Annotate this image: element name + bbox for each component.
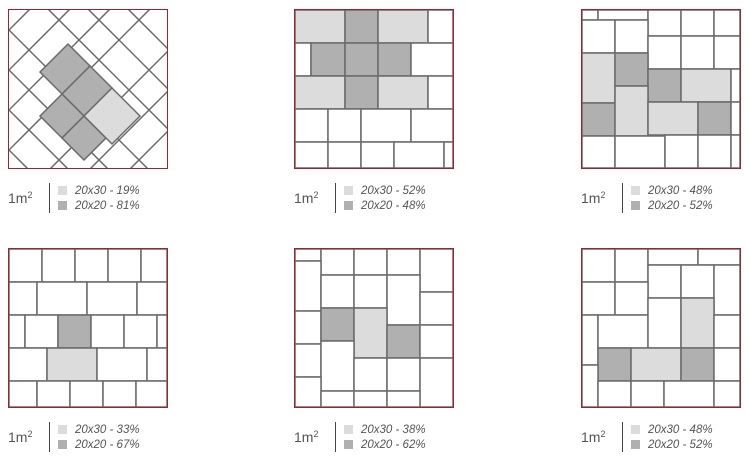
area-label: 1m2 bbox=[294, 190, 319, 206]
dark-swatch-icon bbox=[58, 440, 67, 449]
light-swatch-icon bbox=[58, 186, 67, 195]
legend: 20x30 - 48% 20x20 - 52% bbox=[631, 422, 713, 452]
legend-item-20x20: 20x20 - 52% bbox=[631, 437, 713, 452]
legend-item-20x30: 20x30 - 48% bbox=[631, 183, 713, 198]
pattern-card-3: 1m2 20x30 - 48% 20x20 - 52% bbox=[581, 9, 741, 213]
light-swatch-icon bbox=[58, 425, 67, 434]
pattern-tile-1 bbox=[8, 9, 168, 169]
legend: 20x30 - 38% 20x20 - 62% bbox=[344, 422, 426, 452]
pattern-tile-4 bbox=[8, 248, 168, 408]
legend-item-20x30: 20x30 - 48% bbox=[631, 422, 713, 437]
pattern-caption-1: 1m2 20x30 - 19% 20x20 - 81% bbox=[8, 181, 208, 215]
pattern-tile-5 bbox=[294, 248, 454, 408]
legend-item-20x20: 20x20 - 52% bbox=[631, 198, 713, 213]
basket-pattern-drawing bbox=[295, 249, 453, 407]
caption-divider bbox=[622, 183, 623, 213]
caption-divider bbox=[335, 422, 336, 452]
legend-item-20x30: 20x30 - 52% bbox=[344, 183, 426, 198]
pattern-caption-4: 1m2 20x30 - 33% 20x20 - 67% bbox=[8, 420, 208, 454]
pattern-card-2: 1m2 20x30 - 52% 20x20 - 48% bbox=[294, 9, 454, 213]
area-label: 1m2 bbox=[294, 429, 319, 445]
legend-item-20x20: 20x20 - 48% bbox=[344, 198, 426, 213]
grid-pattern-drawing bbox=[295, 10, 453, 168]
dark-swatch-icon bbox=[344, 201, 353, 210]
legend-item-20x30: 20x30 - 19% bbox=[58, 183, 140, 198]
dark-swatch-icon bbox=[631, 201, 640, 210]
area-label: 1m2 bbox=[581, 190, 606, 206]
legend: 20x30 - 52% 20x20 - 48% bbox=[344, 183, 426, 213]
legend: 20x30 - 48% 20x20 - 52% bbox=[631, 183, 713, 213]
legend-item-20x20: 20x20 - 62% bbox=[344, 437, 426, 452]
caption-divider bbox=[49, 422, 50, 452]
running-bond-pattern-drawing bbox=[9, 249, 167, 407]
pattern-caption-5: 1m2 20x30 - 38% 20x20 - 62% bbox=[294, 420, 494, 454]
light-swatch-icon bbox=[344, 186, 353, 195]
mixed-pattern-drawing bbox=[582, 10, 740, 168]
pattern-caption-2: 1m2 20x30 - 52% 20x20 - 48% bbox=[294, 181, 494, 215]
area-label: 1m2 bbox=[8, 429, 33, 445]
pattern-tile-3 bbox=[581, 9, 741, 169]
pattern-tile-2 bbox=[294, 9, 454, 169]
legend-item-20x30: 20x30 - 38% bbox=[344, 422, 426, 437]
caption-divider bbox=[622, 422, 623, 452]
light-swatch-icon bbox=[631, 186, 640, 195]
pattern-card-5: 1m2 20x30 - 38% 20x20 - 62% bbox=[294, 248, 454, 452]
pattern-caption-6: 1m2 20x30 - 48% 20x20 - 52% bbox=[581, 420, 750, 454]
legend: 20x30 - 19% 20x20 - 81% bbox=[58, 183, 140, 213]
pattern-card-4: 1m2 20x30 - 33% 20x20 - 67% bbox=[8, 248, 168, 452]
legend: 20x30 - 33% 20x20 - 67% bbox=[58, 422, 140, 452]
dark-swatch-icon bbox=[344, 440, 353, 449]
pattern-card-1: 1m2 20x30 - 19% 20x20 - 81% bbox=[8, 9, 168, 213]
diagonal-pattern-drawing bbox=[9, 10, 167, 168]
legend-item-20x30: 20x30 - 33% bbox=[58, 422, 140, 437]
caption-divider bbox=[49, 183, 50, 213]
light-swatch-icon bbox=[631, 425, 640, 434]
legend-item-20x20: 20x20 - 81% bbox=[58, 198, 140, 213]
random-pattern-drawing bbox=[582, 249, 740, 407]
dark-swatch-icon bbox=[631, 440, 640, 449]
light-swatch-icon bbox=[344, 425, 353, 434]
pattern-tile-6 bbox=[581, 248, 741, 408]
legend-item-20x20: 20x20 - 67% bbox=[58, 437, 140, 452]
pattern-caption-3: 1m2 20x30 - 48% 20x20 - 52% bbox=[581, 181, 750, 215]
area-label: 1m2 bbox=[581, 429, 606, 445]
dark-swatch-icon bbox=[58, 201, 67, 210]
area-label: 1m2 bbox=[8, 190, 33, 206]
caption-divider bbox=[335, 183, 336, 213]
pattern-card-6: 1m2 20x30 - 48% 20x20 - 52% bbox=[581, 248, 741, 452]
